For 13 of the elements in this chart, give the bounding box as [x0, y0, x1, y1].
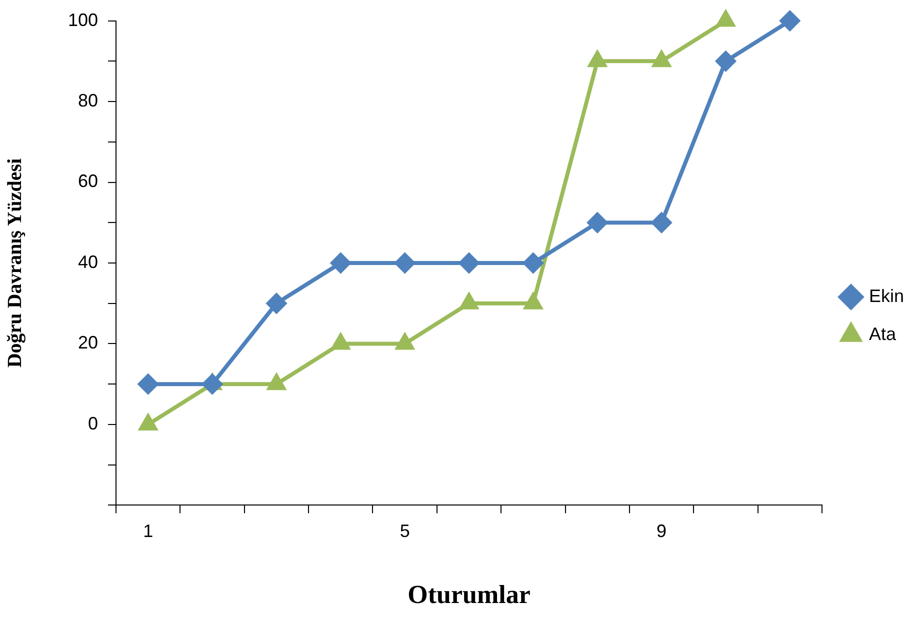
legend-label: Ata: [868, 324, 897, 344]
y-tick-label: 40: [78, 252, 98, 272]
x-axis-title: Oturumlar: [408, 580, 530, 610]
y-tick-label: 100: [68, 10, 98, 30]
x-tick-label: 1: [143, 520, 154, 541]
y-tick-label: 0: [88, 413, 98, 434]
x-tick-label: 9: [656, 520, 667, 541]
x-tick-label: 5: [400, 520, 410, 541]
legend-label: Ekin: [868, 286, 904, 306]
y-axis-title: Doğru Davranış Yüzdesi: [4, 158, 26, 368]
y-tick-label: 60: [78, 171, 98, 192]
y-tick-label: 20: [78, 332, 98, 353]
y-tick-label: 80: [78, 90, 98, 110]
